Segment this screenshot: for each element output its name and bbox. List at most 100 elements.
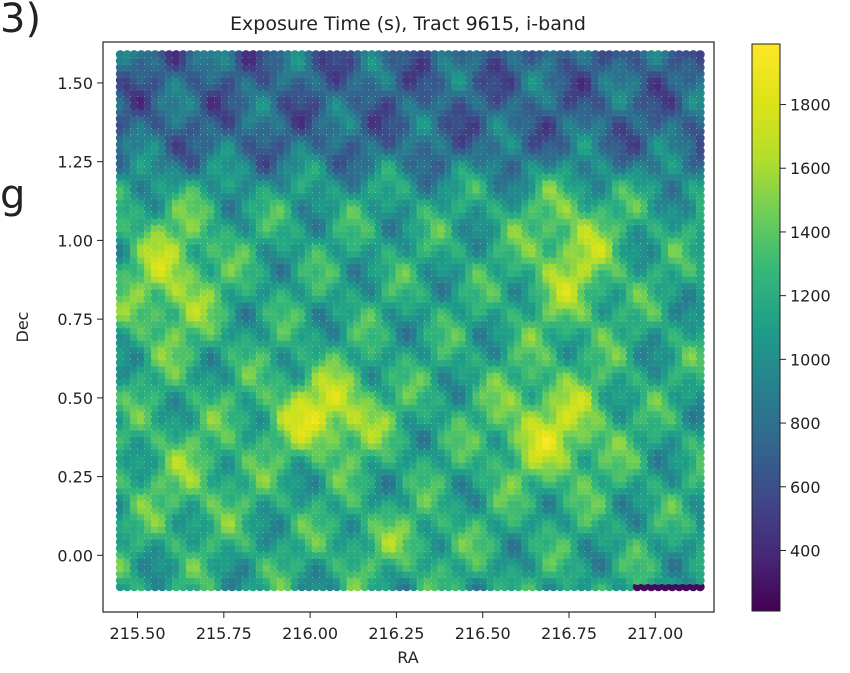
heatmap-cell <box>164 531 174 540</box>
heatmap-cell <box>325 550 335 560</box>
heatmap-cell <box>576 543 586 553</box>
heatmap-cell <box>458 550 468 560</box>
heatmap-cell <box>360 524 370 534</box>
heatmap-cell <box>171 556 181 566</box>
heatmap-cell <box>374 575 384 585</box>
heatmap-cell <box>374 537 384 547</box>
heatmap-cell <box>451 563 461 573</box>
heatmap-cell <box>409 569 419 579</box>
heatmap-cell <box>339 550 349 560</box>
heatmap-cell <box>402 537 412 547</box>
heatmap-cell <box>374 556 384 566</box>
heatmap-cell <box>150 563 160 573</box>
heatmap-cell <box>507 543 516 553</box>
heatmap-cell <box>632 543 642 553</box>
heatmap-cell <box>227 563 237 573</box>
heatmap-cell <box>381 569 391 579</box>
heatmap-cell <box>542 569 551 579</box>
heatmap-cell <box>625 543 635 553</box>
heatmap-cell <box>653 537 663 547</box>
heatmap-cell <box>164 556 174 566</box>
heatmap-cell <box>500 563 510 573</box>
heatmap-cell <box>276 537 286 547</box>
heatmap-cell <box>241 575 251 585</box>
heatmap-cell <box>423 563 433 573</box>
heatmap-cell <box>569 531 579 540</box>
heatmap-cell <box>660 543 670 553</box>
heatmap-cell <box>569 575 579 585</box>
heatmap-cell <box>381 531 391 540</box>
heatmap-cell <box>178 582 188 592</box>
heatmap-cell <box>283 531 293 540</box>
heatmap-cell <box>437 575 447 585</box>
heatmap-cell <box>325 563 335 573</box>
heatmap-cell <box>206 582 216 592</box>
heatmap-cell <box>562 556 572 566</box>
heatmap-cell <box>555 582 565 592</box>
heatmap-cell <box>625 582 635 592</box>
heatmap-cell <box>423 569 433 579</box>
heatmap-cell <box>220 575 230 585</box>
heatmap-cell <box>304 569 314 579</box>
heatmap-cell <box>290 582 300 592</box>
heatmap-cell <box>611 531 621 540</box>
heatmap-cell <box>332 569 342 579</box>
heatmap-cell <box>367 569 377 579</box>
heatmap-cell <box>297 582 307 592</box>
heatmap-cell <box>402 569 412 579</box>
heatmap-cell <box>479 575 489 585</box>
heatmap-cell <box>562 563 572 573</box>
heatmap-cell <box>297 556 307 566</box>
heatmap-cell <box>451 575 461 585</box>
heatmap-cell <box>248 575 258 585</box>
heatmap-cell <box>185 550 195 560</box>
heatmap-cell <box>444 524 454 534</box>
heatmap-cell <box>451 556 461 566</box>
heatmap-cell <box>262 537 272 547</box>
heatmap-cell <box>339 556 349 566</box>
heatmap-cell <box>542 575 551 585</box>
heatmap-cell <box>332 582 342 592</box>
heatmap-cell <box>646 543 656 553</box>
heatmap-cell <box>597 569 607 579</box>
heatmap-cell <box>688 537 698 547</box>
heatmap-cell <box>269 543 279 553</box>
heatmap-cell <box>367 524 377 534</box>
heatmap-cell <box>304 575 314 585</box>
heatmap-cell <box>695 543 705 553</box>
heatmap-cell <box>360 550 370 560</box>
heatmap-cell <box>416 531 426 540</box>
heatmap-cell <box>269 556 279 566</box>
heatmap-cell <box>542 582 551 592</box>
heatmap-cell <box>451 582 461 592</box>
heatmap-cell <box>325 582 335 592</box>
heatmap-cell <box>493 550 503 560</box>
heatmap-cell <box>192 524 202 534</box>
heatmap-cell <box>143 537 153 547</box>
heatmap-cell <box>402 582 412 592</box>
heatmap-cell <box>479 550 489 560</box>
heatmap-cell <box>423 531 433 540</box>
heatmap-cell <box>555 531 565 540</box>
heatmap-cell <box>199 543 209 553</box>
heatmap-cell <box>646 582 656 592</box>
heatmap-cell <box>360 531 370 540</box>
heatmap-cell <box>122 537 132 547</box>
heatmap-cell <box>318 537 328 547</box>
heatmap-cell <box>262 556 272 566</box>
heatmap-cell <box>604 569 614 579</box>
heatmap-cell <box>213 582 223 592</box>
heatmap-cell <box>583 563 593 573</box>
heatmap-cell <box>430 543 440 553</box>
heatmap-cell <box>241 543 251 553</box>
heatmap-cell <box>122 569 132 579</box>
heatmap-cell <box>220 569 230 579</box>
heatmap-cell <box>597 582 607 592</box>
heatmap-cell <box>136 575 146 585</box>
heatmap-cell <box>639 563 649 573</box>
heatmap-cell <box>507 582 516 592</box>
heatmap-cell <box>549 537 558 547</box>
heatmap-cell <box>325 524 335 534</box>
heatmap-cell <box>374 524 384 534</box>
heatmap-cell <box>318 524 328 534</box>
